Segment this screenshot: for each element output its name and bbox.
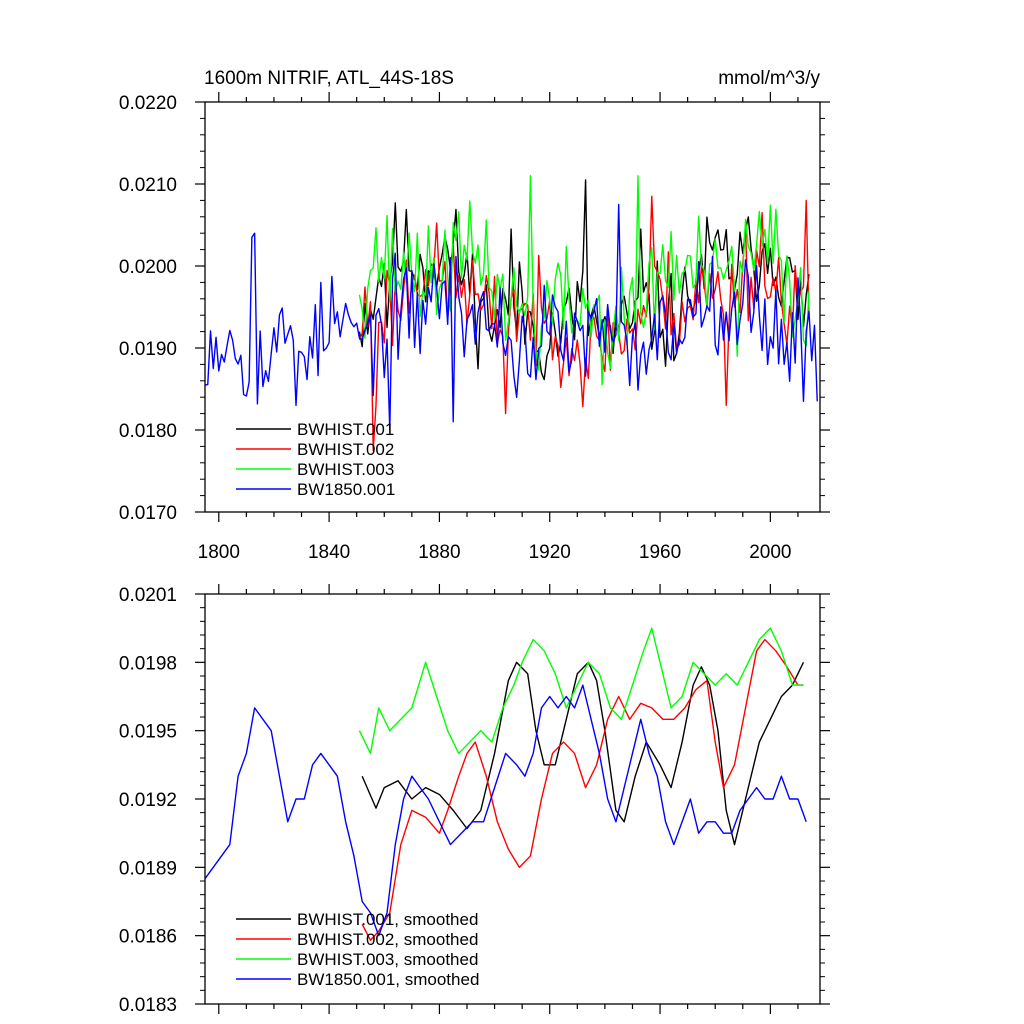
bottom-plot-frame — [204, 593, 821, 1005]
top-y-tick-label: 0.0170 — [119, 503, 177, 524]
top-y-tick-label: 0.0190 — [119, 339, 177, 360]
top-legend-label-bwhist-001: BWHIST.001 — [297, 420, 394, 439]
top-legend-label-bwhist-003: BWHIST.003 — [297, 460, 394, 479]
top-x-tick-label: 2000 — [749, 542, 791, 563]
bottom-series-line-bwhist-003-smoothed — [358, 627, 804, 755]
bottom-y-tick-label: 0.0192 — [119, 790, 177, 811]
bottom-y-tick-label: 0.0183 — [119, 995, 177, 1016]
bottom-legend-label-bwhist-001-smoothed: BWHIST.001, smoothed — [297, 910, 478, 929]
top-series-line-bw1850-001 — [205, 203, 818, 431]
top-x-tick-label: 1960 — [639, 542, 681, 563]
top-y-tick-label: 0.0180 — [119, 421, 177, 442]
bottom-y-tick-label: 0.0201 — [119, 585, 177, 606]
bottom-series-line-bwhist-001-smoothed — [361, 661, 805, 846]
bottom-axis-ticks: 0.0183 0.0186 0.0189 0.0192 0.0195 0.0198 0.02… — [119, 584, 830, 1016]
top-x-tick-label: 1920 — [529, 542, 571, 563]
top-axis-ticks: 1800 1840 1880 1920 1960 2000 0.0170 0.0180 0.01… — [119, 92, 830, 563]
top-y-tick-label: 0.0220 — [119, 93, 177, 114]
bottom-y-tick-label: 0.0186 — [119, 927, 177, 948]
top-x-tick-label: 1800 — [198, 542, 240, 563]
bottom-series-lines — [205, 627, 807, 941]
bottom-y-tick-label: 0.0195 — [119, 722, 177, 743]
top-chart-title: 1600m NITRIF, ATL_44S-18S — [204, 68, 454, 89]
top-chart-units: mmol/m^3/y — [718, 68, 820, 89]
top-x-tick-label: 1840 — [308, 542, 350, 563]
bottom-series-line-bw1850-001-smoothed — [205, 684, 807, 937]
bottom-series-line-bwhist-002-smoothed — [361, 638, 804, 941]
bottom-legend-label-bwhist-003-smoothed: BWHIST.003, smoothed — [297, 950, 478, 969]
bottom-legend-label-bwhist-002-smoothed: BWHIST.002, smoothed — [297, 930, 478, 949]
top-x-tick-label: 1880 — [418, 542, 460, 563]
bottom-y-tick-label: 0.0198 — [119, 653, 177, 674]
top-legend-label-bwhist-002: BWHIST.002 — [297, 440, 394, 459]
top-y-tick-label: 0.0200 — [119, 257, 177, 278]
top-legend-label-bw1850-001: BW1850.001 — [297, 480, 395, 499]
top-y-tick-label: 0.0210 — [119, 175, 177, 196]
top-panel: 1600m NITRIF, ATL_44S-18S mmol/m^3/y 180… — [119, 68, 830, 563]
bottom-y-tick-label: 0.0189 — [119, 858, 177, 879]
top-plot-frame — [204, 101, 821, 513]
bottom-legend-label-bw1850-001-smoothed: BW1850.001, smoothed — [297, 970, 479, 989]
top-series-lines — [205, 175, 818, 452]
bottom-panel: 0.0183 0.0186 0.0189 0.0192 0.0195 0.0198 0.02… — [119, 584, 830, 1016]
